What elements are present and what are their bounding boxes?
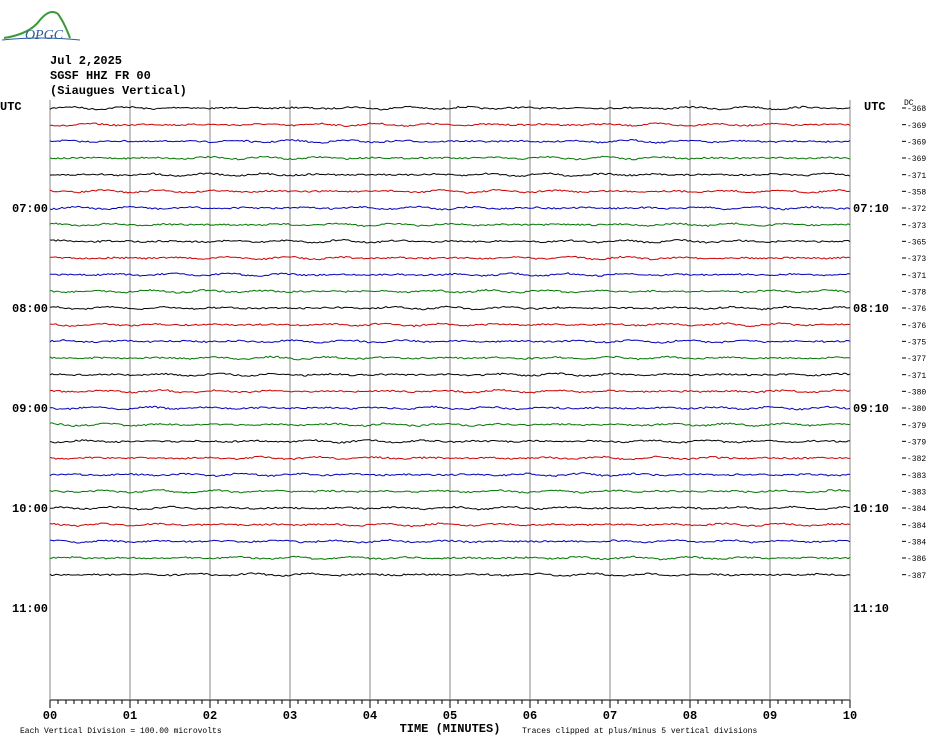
dc-value: -384 <box>907 522 926 531</box>
dc-value: -365 <box>907 238 926 247</box>
dc-value: -383 <box>907 488 926 497</box>
hour-label-right: 09:10 <box>853 402 889 416</box>
date: Jul 2,2025 <box>50 54 122 68</box>
station-name: (Siaugues Vertical) <box>50 84 187 98</box>
dc-value: -373 <box>907 255 926 264</box>
trace <box>49 172 851 178</box>
x-axis-label: TIME (MINUTES) <box>400 722 501 736</box>
trace <box>49 422 851 428</box>
trace <box>49 439 850 444</box>
trace <box>49 322 851 328</box>
trace <box>49 138 851 144</box>
dc-value: -384 <box>907 505 926 514</box>
trace <box>49 339 851 344</box>
trace <box>49 222 851 228</box>
trace <box>49 188 851 194</box>
dc-value: -371 <box>907 172 926 181</box>
dc-value: -376 <box>907 305 926 314</box>
x-tick-label: 03 <box>283 709 297 723</box>
time-zone-left: UTC <box>0 100 22 114</box>
trace <box>49 538 851 544</box>
x-tick-label: 08 <box>683 709 697 723</box>
dc-value: -377 <box>907 355 926 364</box>
logo-mountain <box>3 11 71 39</box>
trace <box>49 205 851 211</box>
x-tick-label: 02 <box>203 709 217 723</box>
trace <box>49 555 851 561</box>
dc-value: -368 <box>907 105 926 114</box>
x-tick-label: 00 <box>43 709 57 723</box>
time-zone-right: UTC <box>864 100 886 114</box>
trace <box>49 238 851 244</box>
footer-right: Traces clipped at plus/minus 5 vertical … <box>522 727 757 736</box>
x-tick-label: 01 <box>123 709 137 723</box>
hour-label-left: 07:00 <box>12 202 48 216</box>
trace <box>50 505 851 511</box>
hour-label-right: 07:10 <box>853 202 889 216</box>
dc-value: -379 <box>907 422 926 431</box>
trace <box>49 388 851 394</box>
hour-label-left: 08:00 <box>12 302 48 316</box>
trace <box>49 455 851 461</box>
trace <box>49 472 851 478</box>
dc-value: -371 <box>907 272 926 281</box>
hour-label-right: 11:10 <box>853 602 889 616</box>
dc-value: -369 <box>907 155 926 164</box>
logo: OPGC <box>1 11 81 43</box>
hour-label-left: 10:00 <box>12 502 48 516</box>
dc-value: -380 <box>907 405 926 414</box>
trace <box>49 355 851 361</box>
dc-value: -383 <box>907 472 926 481</box>
x-tick-label: 05 <box>443 709 457 723</box>
dc-label: DC <box>904 99 914 108</box>
x-tick-label: 06 <box>523 709 537 723</box>
dc-value: -382 <box>907 455 926 464</box>
dc-value: -386 <box>907 555 926 564</box>
dc-value: -384 <box>907 538 926 547</box>
hour-label-left: 11:00 <box>12 602 48 616</box>
trace <box>49 272 851 277</box>
trace <box>49 489 851 494</box>
trace <box>49 572 851 577</box>
station: SGSF HHZ FR 00 <box>50 69 151 83</box>
dc-value: -380 <box>907 388 926 397</box>
trace <box>49 405 851 411</box>
x-tick-label: 10 <box>843 709 857 723</box>
trace <box>49 122 851 128</box>
trace <box>49 105 851 111</box>
dc-value: -373 <box>907 222 926 231</box>
x-tick-label: 04 <box>363 709 377 723</box>
dc-value: -387 <box>907 572 926 581</box>
hour-label-right: 08:10 <box>853 302 889 316</box>
logo-text: OPGC <box>25 28 64 43</box>
dc-value: -369 <box>907 122 926 131</box>
dc-value: -379 <box>907 438 926 447</box>
trace <box>50 255 851 261</box>
trace <box>49 288 851 294</box>
footer-left: Each Vertical Division = 100.00 microvol… <box>20 727 222 736</box>
x-tick-label: 09 <box>763 709 777 723</box>
hour-label-left: 09:00 <box>12 402 48 416</box>
dc-value: -372 <box>907 205 926 214</box>
trace <box>49 522 851 528</box>
dc-value: -369 <box>907 138 926 147</box>
dc-value: -358 <box>907 188 926 197</box>
trace <box>49 155 851 161</box>
trace <box>49 372 851 377</box>
logo-line <box>1 37 81 41</box>
trace <box>49 305 851 311</box>
dc-value: -378 <box>907 288 926 297</box>
hour-label-right: 10:10 <box>853 502 889 516</box>
dc-value: -371 <box>907 372 926 381</box>
x-tick-label: 07 <box>603 709 617 723</box>
dc-value: -376 <box>907 322 926 331</box>
dc-value: -375 <box>907 338 926 347</box>
